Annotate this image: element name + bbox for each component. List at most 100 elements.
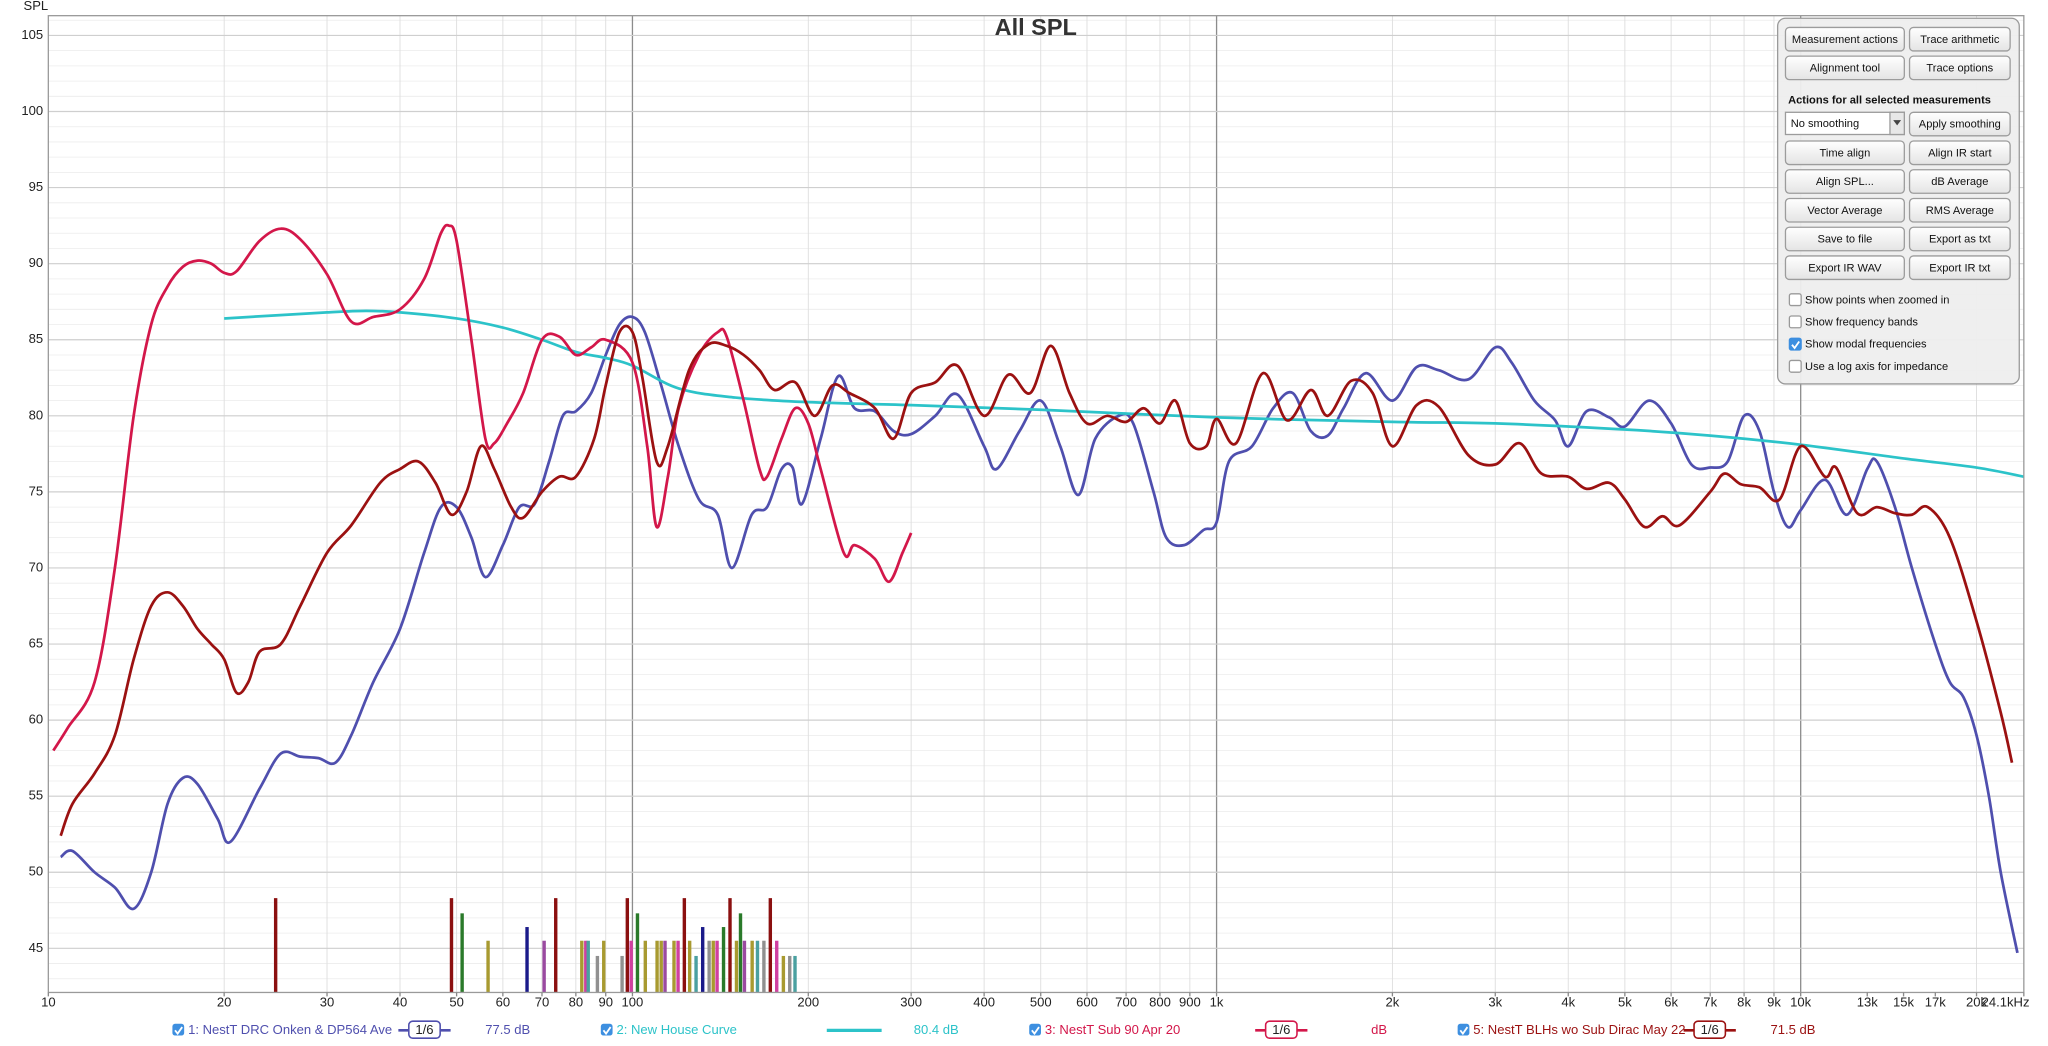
legend-checkbox[interactable]	[1029, 1023, 1041, 1036]
checkmark	[174, 1026, 183, 1036]
button[interactable]	[1908, 26, 2011, 52]
y-tick-label: 50	[29, 864, 44, 879]
button-label: Export IR txt	[1929, 262, 1990, 274]
button-label: dB Average	[1931, 176, 1988, 188]
legend-value: dB	[1371, 1022, 1387, 1037]
modal-bar	[554, 898, 558, 993]
x-tick-label: 70	[535, 994, 550, 1009]
select-arrow	[1893, 120, 1902, 126]
modal-bar	[793, 955, 797, 993]
button[interactable]	[1784, 26, 1905, 52]
button-label: Save to file	[1817, 234, 1872, 246]
modal-bar	[273, 898, 278, 993]
axes: 45 50 55 60 65 70 75 80 85 90 95 100 105 10 20 30 40 50 60…	[21, 27, 2029, 1009]
y-tick-label: 85	[29, 331, 44, 346]
y-tick-label: 95	[29, 179, 44, 194]
x-tick-label: 3k	[1488, 994, 1502, 1009]
button[interactable]	[1784, 197, 1905, 223]
button-label: Time align	[1820, 147, 1871, 159]
smoothing-label: 1/6	[1272, 1022, 1290, 1037]
button[interactable]	[1908, 111, 2011, 137]
button[interactable]	[1784, 255, 1905, 281]
modal-bar	[672, 940, 676, 993]
x-tick-label: 700	[1115, 994, 1137, 1009]
modal-bar	[768, 898, 773, 993]
select-value: No smoothing	[1791, 118, 1859, 130]
x-tick-label: 10	[41, 994, 56, 1009]
curves	[52, 223, 2024, 954]
modal-bar	[586, 940, 590, 993]
legend-checkbox[interactable]	[172, 1023, 185, 1036]
button[interactable]	[1908, 140, 2011, 166]
button-label: RMS Average	[1926, 205, 1994, 217]
modal-bar	[580, 940, 584, 993]
section-title: Actions for all selected measurements	[1788, 94, 1991, 106]
chart-title: All SPL	[995, 14, 1077, 40]
smoothing-box[interactable]	[1693, 1020, 1727, 1039]
y-tick-label: 80	[29, 407, 44, 422]
checkbox-label: Show points when zoomed in	[1805, 294, 1949, 306]
checkbox[interactable]	[1788, 293, 1802, 307]
checkbox-label: Show frequency bands	[1805, 316, 1918, 328]
button[interactable]	[1908, 255, 2011, 281]
checkbox[interactable]	[1788, 337, 1802, 351]
modal-bar	[707, 940, 711, 993]
legend-checkbox[interactable]	[600, 1023, 613, 1036]
modal-bar	[542, 940, 546, 993]
button[interactable]	[1908, 197, 2011, 223]
series-line	[59, 315, 2019, 954]
button[interactable]	[1784, 226, 1905, 252]
checkmark	[1459, 1026, 1469, 1036]
x-tick-label: 50	[449, 994, 464, 1009]
checkbox[interactable]	[1788, 315, 1802, 329]
smoothing-box[interactable]	[408, 1020, 441, 1039]
button[interactable]	[1908, 169, 2011, 194]
modal-bar	[620, 955, 624, 993]
modal-bar	[486, 940, 490, 993]
button[interactable]	[1784, 140, 1905, 166]
modal-bar	[449, 898, 454, 993]
checkbox[interactable]	[1788, 359, 1802, 373]
button[interactable]	[1908, 55, 2011, 81]
button-label: Export as txt	[1929, 234, 1991, 246]
modal-bar	[460, 913, 464, 993]
button-label: Alignment tool	[1810, 62, 1880, 74]
button-label: Trace options	[1926, 62, 1993, 74]
checkmark	[1031, 1026, 1040, 1036]
y-tick-label: 90	[29, 255, 44, 270]
button-label: Align SPL...	[1816, 176, 1874, 188]
legend-checkbox[interactable]	[1457, 1023, 1470, 1036]
button[interactable]	[1784, 169, 1905, 194]
modal-bar	[775, 940, 779, 993]
x-tick-label: 15k	[1893, 994, 1915, 1009]
series-line	[59, 324, 2014, 837]
checkmark	[1791, 340, 1800, 350]
x-tick-label: 200	[797, 994, 819, 1009]
checkmark	[602, 1026, 612, 1036]
x-tick-label: 100	[622, 994, 644, 1009]
x-tick-label: 20k	[1966, 994, 1988, 1009]
x-tick-label: 10k	[1790, 994, 1812, 1009]
x-tick-label: 900	[1179, 994, 1201, 1009]
checkbox-label: Show modal frequencies	[1805, 339, 1927, 351]
y-tick-label: 65	[29, 635, 44, 650]
modal-bar	[584, 940, 588, 993]
x-tick-label: 400	[973, 994, 995, 1009]
grid	[48, 15, 2024, 993]
legend-name: 3: NestT Sub 90 Apr 20	[1045, 1022, 1180, 1037]
smoothing-box[interactable]	[1264, 1020, 1298, 1039]
button[interactable]	[1784, 55, 1905, 81]
modal-bar	[781, 955, 786, 993]
modal-bar	[762, 940, 766, 993]
modal-bar	[663, 940, 667, 993]
y-tick-label: 55	[29, 788, 44, 803]
control-panel: Measurement actions Trace arithmetic Align…	[1776, 17, 2020, 385]
legend-name: 5: NestT BLHs wo Sub Dirac May 22	[1473, 1022, 1685, 1037]
series-line	[52, 223, 913, 752]
button[interactable]	[1908, 226, 2011, 252]
y-tick-label: 45	[29, 940, 44, 955]
modal-bar	[635, 913, 640, 993]
